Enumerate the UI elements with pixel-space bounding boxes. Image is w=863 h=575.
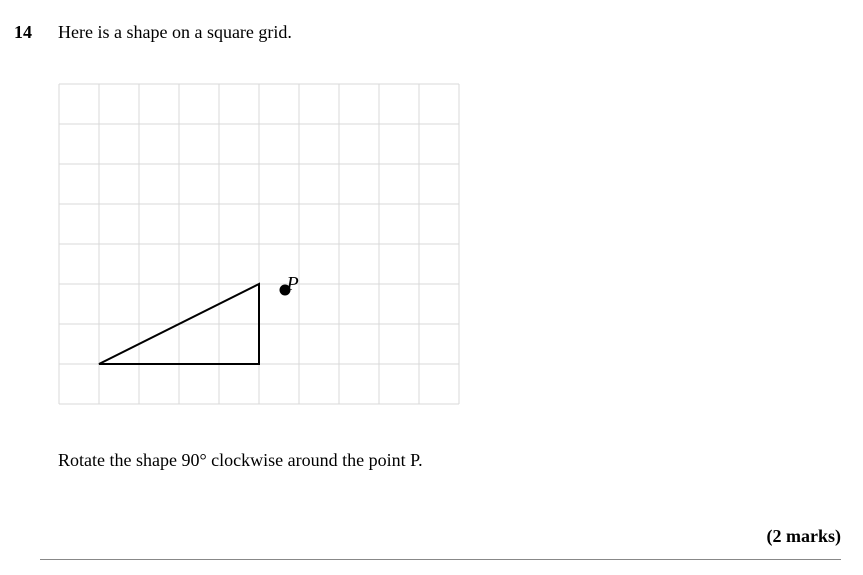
- question-prompt: Here is a shape on a square grid.: [58, 22, 863, 43]
- question-instruction: Rotate the shape 90° clockwise around th…: [58, 450, 863, 471]
- marks-label: (2 marks): [767, 526, 842, 547]
- grid-figure: P: [58, 83, 863, 410]
- question-number: 14: [14, 22, 58, 43]
- bottom-rule: [40, 559, 841, 560]
- square-grid-svg: P: [58, 83, 460, 405]
- svg-text:P: P: [286, 273, 299, 295]
- question-header: 14 Here is a shape on a square grid.: [0, 0, 863, 43]
